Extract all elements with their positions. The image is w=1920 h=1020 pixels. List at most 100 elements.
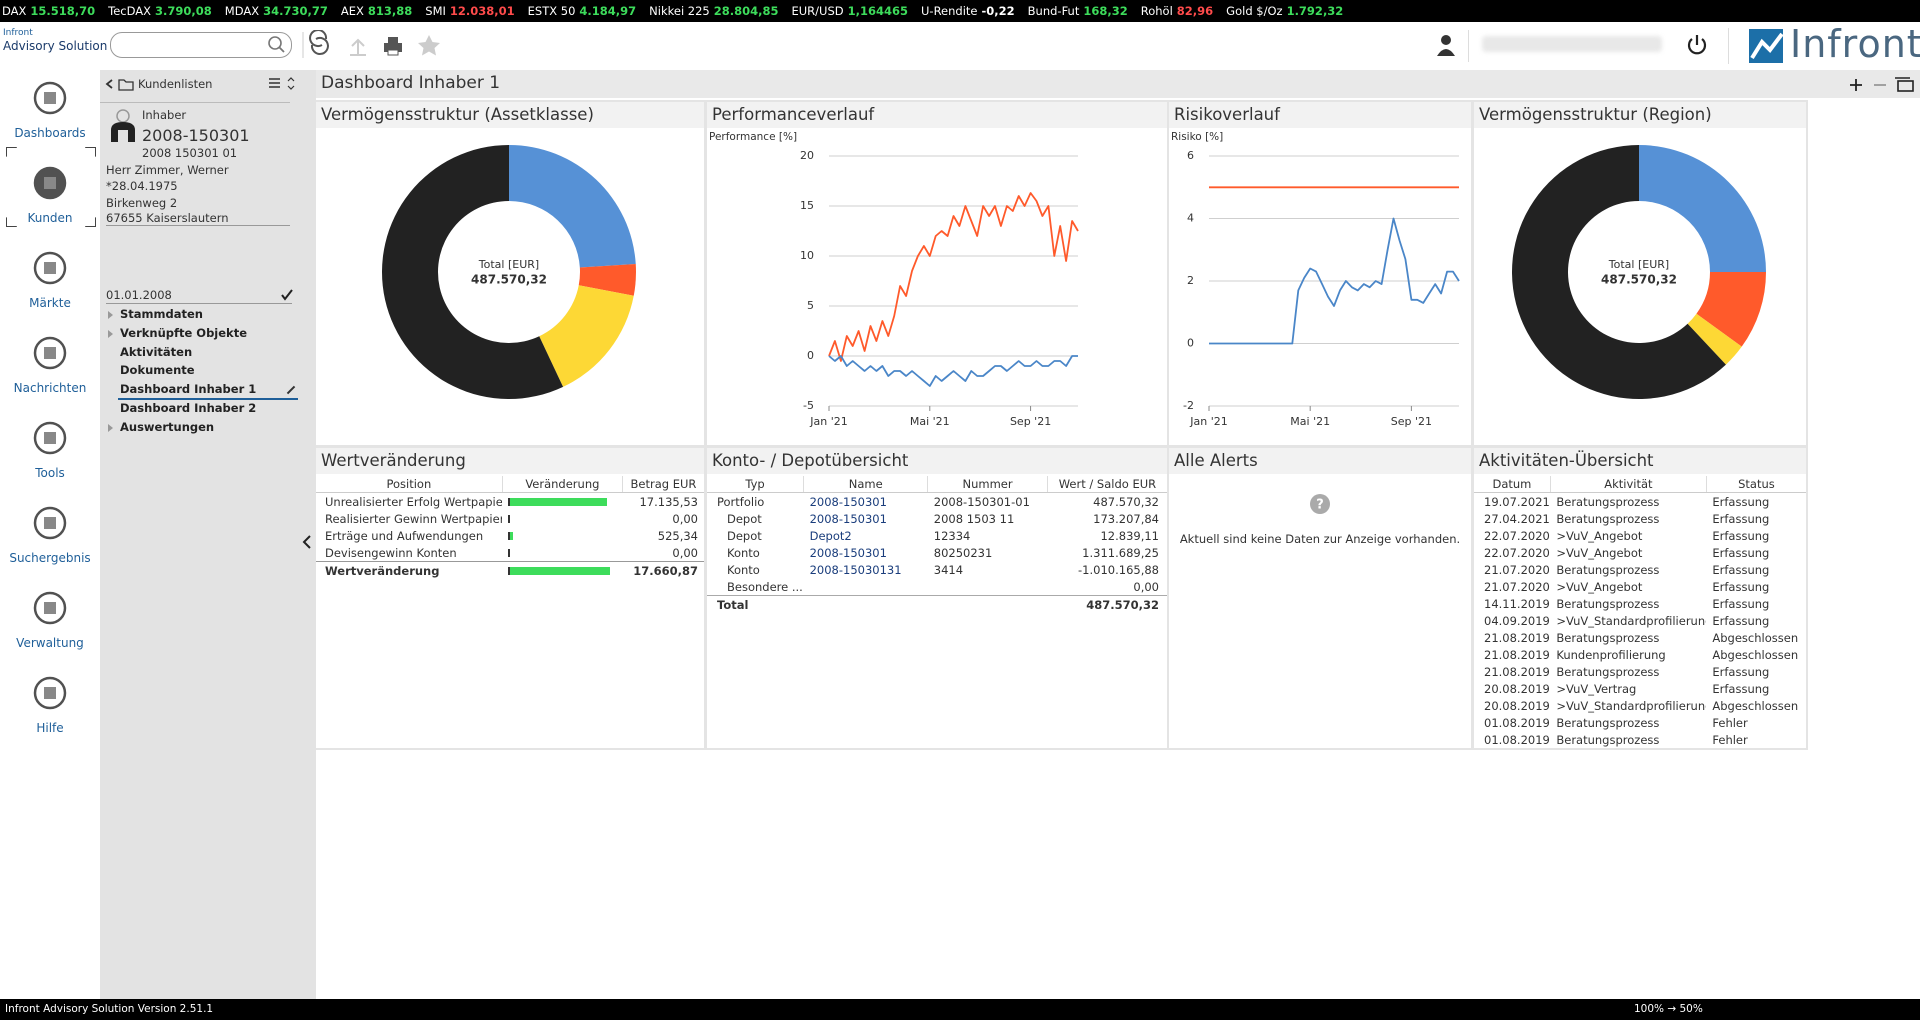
- cell: 12334: [933, 528, 971, 543]
- table-row[interactable]: 21.07.2020 Beratungsprozess Erfassung: [1474, 561, 1806, 578]
- icon-shape: [44, 432, 56, 444]
- nav-icon[interactable]: [30, 675, 70, 711]
- expand-arrow[interactable]: [108, 423, 113, 432]
- ticker-value: 12.038,01: [449, 4, 515, 18]
- table-row[interactable]: 21.08.2019 Beratungsprozess Erfassung: [1474, 663, 1806, 680]
- table-row[interactable]: 21.08.2019 Beratungsprozess Abgeschlossen: [1474, 629, 1806, 646]
- nav-label[interactable]: Hilfe: [36, 721, 64, 735]
- nav-label[interactable]: Tools: [35, 466, 65, 480]
- cell: 80250231: [933, 545, 993, 560]
- ticker-value: -0,22: [981, 4, 1015, 18]
- reference-date[interactable]: 01.01.2008: [106, 288, 172, 302]
- ticker-value: 28.804,85: [713, 4, 779, 18]
- cell[interactable]: 2008-15030131: [809, 562, 902, 577]
- table-row[interactable]: 14.11.2019 Beratungsprozess Erfassung: [1474, 595, 1806, 612]
- table-row[interactable]: 01.08.2019 Beratungsprozess Fehler: [1474, 731, 1806, 748]
- tree-item[interactable]: Dashboard Inhaber 2: [120, 401, 257, 415]
- cell[interactable]: 2008-150301: [809, 545, 887, 560]
- nav-icon[interactable]: [30, 505, 70, 541]
- x-tick-label: Jan '21: [809, 415, 847, 428]
- expand-arrow[interactable]: [108, 329, 113, 338]
- icon-graphic: [33, 166, 67, 200]
- cell: Kundenprofilierung: [1556, 647, 1666, 662]
- ticker-item: Bund-Fut 168,32: [1028, 4, 1128, 18]
- table-row[interactable]: 22.07.2020 >VuV_Angebot Erfassung: [1474, 527, 1806, 544]
- tree-item[interactable]: Dokumente: [120, 363, 195, 378]
- tree-item[interactable]: Aktivitäten: [120, 344, 193, 359]
- nav-icon[interactable]: [30, 420, 70, 456]
- table-row[interactable]: 20.08.2019 >VuV_Standardprofilierung Abges…: [1474, 697, 1806, 714]
- nav-label[interactable]: Nachrichten: [13, 381, 87, 395]
- table-row[interactable]: 22.07.2020 >VuV_Angebot Erfassung: [1474, 544, 1806, 561]
- bar-cell: [502, 562, 622, 580]
- nav-icon[interactable]: [30, 590, 70, 626]
- x-tick-label: Sep '21: [1391, 415, 1432, 428]
- back-arrow[interactable]: [104, 78, 116, 90]
- table-row[interactable]: 21.08.2019 Kundenprofilierung Abgeschlosse…: [1474, 646, 1806, 663]
- ticker-name: Nikkei 225: [649, 4, 710, 18]
- cell[interactable]: 2008-150301: [809, 494, 887, 509]
- table-row[interactable]: 19.07.2021 Beratungsprozess Erfassung: [1474, 493, 1806, 511]
- nav-label[interactable]: Suchergebnis: [9, 551, 91, 565]
- cell: 12.839,11: [1100, 528, 1159, 543]
- ticker-name: TecDAX: [108, 4, 152, 18]
- edit-icon[interactable]: [286, 385, 296, 395]
- nav-label[interactable]: Verwaltung: [16, 636, 84, 650]
- x-tick-label: Sep '21: [1010, 415, 1051, 428]
- cell: Abgeschlossen: [1712, 647, 1799, 662]
- user-icon[interactable]: [1434, 32, 1458, 58]
- cell: 17.135,53: [639, 494, 698, 509]
- y-tick-label: 10: [800, 249, 814, 262]
- cell: 0,00: [1133, 579, 1159, 594]
- nav-icon[interactable]: [30, 80, 70, 116]
- icon-graphic: [33, 421, 67, 455]
- zoom[interactable]: 100% → 50%: [1634, 1003, 1703, 1015]
- bar: [508, 531, 514, 540]
- tree-item[interactable]: Auswertungen: [120, 419, 215, 434]
- nav-label[interactable]: Märkte: [29, 296, 71, 310]
- list-menu[interactable]: [268, 77, 308, 91]
- cell: Fehler: [1712, 732, 1748, 747]
- icon-shape: [33, 81, 67, 115]
- cell: 525,34: [657, 528, 698, 543]
- nav-label[interactable]: Kunden: [27, 211, 73, 225]
- table-row[interactable]: 21.07.2020 >VuV_Angebot Erfassung: [1474, 578, 1806, 595]
- expand-arrow[interactable]: [108, 311, 113, 319]
- cell: Erfassung: [1712, 596, 1770, 611]
- nav-icon[interactable]: [30, 335, 70, 371]
- cell: Erfassung: [1712, 613, 1770, 628]
- panel-title: Vermögensstruktur (Assetklasse): [316, 102, 704, 128]
- table-row: Realisierter Gewinn Wertpapiere 0,00: [316, 510, 704, 527]
- donut-slice: [1696, 272, 1766, 347]
- cell[interactable]: 2008-150301: [809, 511, 887, 526]
- cell: 173.207,84: [1093, 511, 1159, 526]
- nav-icon[interactable]: [30, 165, 70, 201]
- client-sidebar: Kundenlisten Inhaber 2008-150301 2008 15…: [100, 70, 316, 999]
- nav-icon[interactable]: [30, 250, 70, 286]
- tree-item[interactable]: Stammdaten: [120, 307, 203, 321]
- icon-shape: [44, 92, 56, 104]
- line-chart: Performance [%] -5 0 5 10 15 20 Jan '21 Mai '21 S…: [709, 131, 1079, 428]
- bar: [508, 514, 511, 523]
- table-row[interactable]: 01.08.2019 Beratungsprozess Fehler: [1474, 714, 1806, 731]
- toolbar-icons[interactable]: [302, 30, 452, 60]
- info-icon: ?: [1310, 494, 1330, 514]
- search-box[interactable]: [110, 32, 292, 58]
- column-header: Aktivität: [1550, 476, 1707, 493]
- nav-label[interactable]: Dashboards: [14, 126, 86, 140]
- table-row[interactable]: 27.04.2021 Beratungsprozess Erfassung: [1474, 510, 1806, 527]
- header-row: Position Veränderung Betrag EUR: [316, 476, 704, 493]
- table-row[interactable]: 20.08.2019 >VuV_Vertrag Erfassung: [1474, 680, 1806, 697]
- dashboard-actions[interactable]: [1848, 76, 1918, 94]
- collapse-sidebar[interactable]: [300, 533, 314, 551]
- column-header: Status: [1706, 476, 1806, 493]
- x-tick-label: Jan '21: [1189, 415, 1227, 428]
- bar-cell: [502, 510, 622, 527]
- tree-item[interactable]: Verknüpfte Objekte: [120, 325, 247, 340]
- donut-chart: Total [EUR] 487.570,32: [1512, 145, 1766, 399]
- data-table: Position Veränderung Betrag EUR Unrealisier…: [316, 476, 704, 579]
- cell[interactable]: Depot2: [809, 528, 852, 543]
- tree-item[interactable]: Dashboard Inhaber 1: [120, 382, 257, 397]
- power-button[interactable]: [1684, 32, 1710, 58]
- table-row[interactable]: 04.09.2019 >VuV_Standardprofilierung Erfas…: [1474, 612, 1806, 629]
